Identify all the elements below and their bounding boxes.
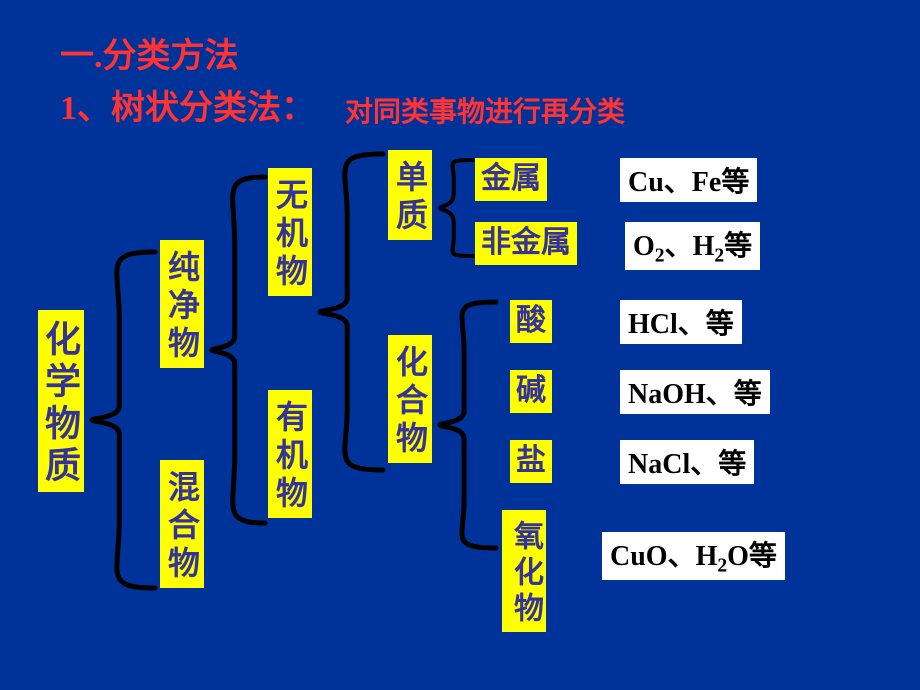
- node-mixture: 混合物: [160, 460, 204, 588]
- node-organic: 有机物: [268, 390, 312, 518]
- example-nonmetal: O2、H2等: [625, 222, 760, 270]
- node-base: 碱: [510, 370, 552, 413]
- node-oxide: 氧化物: [502, 510, 546, 632]
- heading-main: 一.分类方法: [60, 28, 239, 77]
- node-metal: 金属: [475, 158, 547, 201]
- example-oxide: CuO、H2O等: [602, 532, 785, 580]
- heading-sub-b: 对同类事物进行再分类: [345, 90, 625, 130]
- node-inorganic: 无机物: [268, 168, 312, 296]
- node-nonmetal: 非金属: [475, 222, 577, 265]
- node-pure-substance: 纯净物: [160, 240, 204, 368]
- example-base: NaOH、等: [620, 370, 770, 414]
- example-acid: HCl、等: [620, 300, 742, 344]
- node-root: 化学物质: [38, 310, 84, 492]
- node-acid: 酸: [510, 300, 552, 343]
- node-element: 单质: [388, 150, 432, 240]
- example-metal: Cu、Fe等: [620, 158, 757, 202]
- node-compound: 化合物: [388, 335, 432, 463]
- example-salt: NaCl、等: [620, 440, 754, 484]
- heading-sub-a: 1、树状分类法：: [60, 80, 315, 129]
- node-salt: 盐: [510, 440, 552, 483]
